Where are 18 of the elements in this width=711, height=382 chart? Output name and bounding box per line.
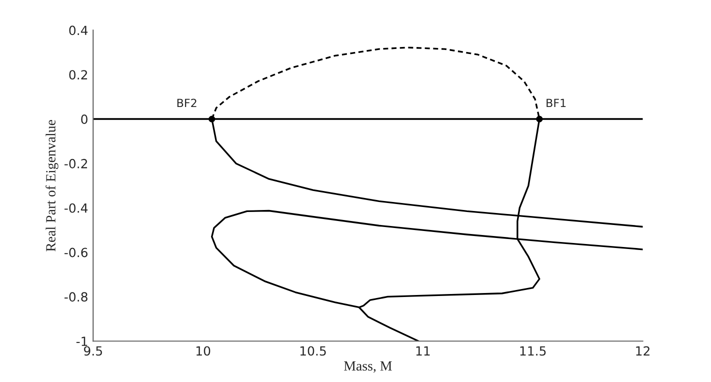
annotation: BF2 xyxy=(177,98,196,107)
y-tick-label: -0.8 xyxy=(64,292,88,302)
y-tick-label: -0.2 xyxy=(64,158,88,168)
x-tick-label: 11 xyxy=(416,346,430,356)
y-tick-label: -0.4 xyxy=(64,203,88,213)
y-axis-title: Real Part of Eigenvalue xyxy=(46,120,58,252)
y-tick-label: 0.2 xyxy=(69,70,88,80)
y-tick-label: 0 xyxy=(81,114,88,124)
y-tick-label: -1 xyxy=(76,336,88,346)
annotation: BF1 xyxy=(546,98,566,107)
x-tick-label: 12 xyxy=(636,346,650,356)
y-tick-label: -0.6 xyxy=(64,248,88,258)
x-tick-label: 9.5 xyxy=(84,346,102,356)
x-tick-label: 10 xyxy=(196,346,210,356)
x-axis-title: Mass, M xyxy=(344,361,392,373)
y-tick-label: 0.4 xyxy=(69,26,88,36)
x-tick-label: 11.5 xyxy=(520,346,546,356)
x-tick-label: 10.5 xyxy=(300,346,326,356)
